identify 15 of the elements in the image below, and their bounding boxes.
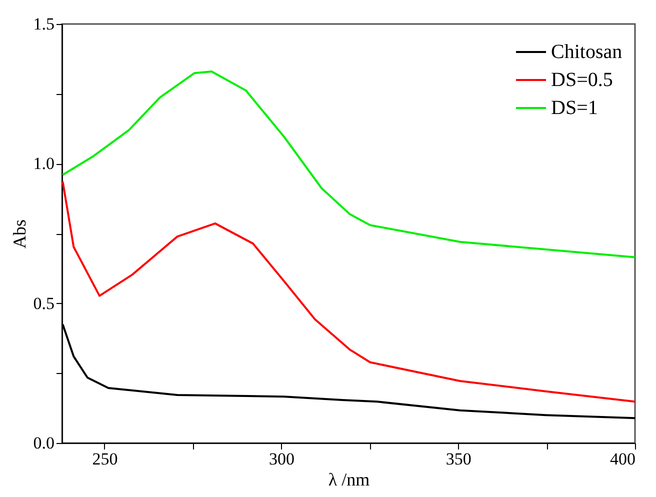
line-series xyxy=(62,180,636,403)
y-tick-label: 0.5 xyxy=(33,294,54,313)
y-tick-label: 1.5 xyxy=(33,14,54,34)
x-tick-label: 400 xyxy=(610,450,636,468)
y-tick-label: 1.0 xyxy=(33,154,54,174)
legend-label: DS=0.5 xyxy=(551,69,613,91)
legend-label: DS=1 xyxy=(551,97,598,119)
y-tick-label: 0.0 xyxy=(33,434,54,452)
line-series xyxy=(62,70,636,258)
x-axis-title: λ /nm xyxy=(328,470,370,490)
x-tick-label: 300 xyxy=(269,450,295,468)
y-axis-title: Abs xyxy=(9,219,30,249)
x-tick-label: 250 xyxy=(92,450,118,468)
legend-label: Chitosan xyxy=(551,41,622,63)
x-tick-label: 350 xyxy=(446,450,472,468)
